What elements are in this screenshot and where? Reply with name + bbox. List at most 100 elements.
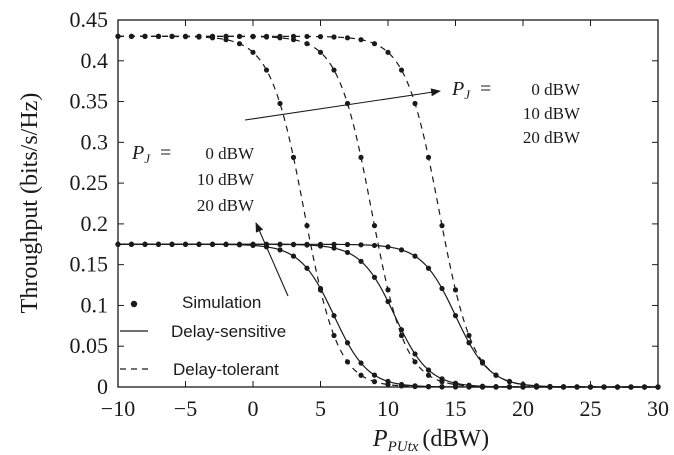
annotation-value-tolerant-2: 20 dBW <box>523 128 581 147</box>
simulation-point <box>358 242 364 248</box>
simulation-point <box>344 241 351 248</box>
simulation-point <box>533 383 540 389</box>
simulation-point <box>371 41 378 47</box>
annotation-symbol-tolerant: PJ = <box>451 78 491 102</box>
simulation-point <box>425 265 432 271</box>
y-tick-label: 0.15 <box>70 252 109 277</box>
simulation-point <box>385 298 391 305</box>
y-tick-label: 0 <box>97 374 108 399</box>
simulation-point <box>128 241 135 247</box>
simulation-point <box>236 41 243 47</box>
simulation-point <box>250 49 256 55</box>
simulation-point <box>344 340 351 346</box>
simulation-point <box>236 33 243 39</box>
simulation-point <box>398 327 405 333</box>
legend-label-delay-sensitive: Delay-sensitive <box>171 322 286 341</box>
simulation-point <box>142 241 148 247</box>
simulation-point <box>439 285 445 292</box>
y-axis-title: Throughput (bits/s/Hz) <box>17 93 43 314</box>
simulation-point <box>398 332 405 339</box>
simulation-point <box>398 247 405 253</box>
y-tick-label: 0.3 <box>81 129 109 154</box>
y-tick-label: 0.05 <box>70 333 109 358</box>
x-axis-symbol: P <box>372 426 388 452</box>
x-axis-ticks: −10 −5 0 5 10 15 20 25 30 <box>101 20 669 421</box>
simulation-point <box>223 241 229 247</box>
x-axis-title: PPUtx (dBW) <box>372 426 489 455</box>
simulation-point <box>493 372 499 378</box>
simulation-point <box>412 253 418 259</box>
x-axis-subscript: PUtx <box>387 439 419 455</box>
simulation-point <box>385 244 391 250</box>
simulation-point <box>304 265 310 271</box>
annotation-pj-delay-sensitive: PJ = 0 dBW 10 dBW 20 dBW <box>131 142 289 297</box>
simulation-point <box>155 241 162 247</box>
simulation-point <box>304 223 310 229</box>
simulation-point <box>466 340 472 346</box>
x-tick-label: 10 <box>377 396 399 421</box>
simulation-point <box>358 372 364 378</box>
simulation-point <box>439 223 445 229</box>
annotation-value-tolerant-1: 10 dBW <box>523 104 581 123</box>
simulation-point <box>277 247 283 253</box>
simulation-point <box>169 241 175 247</box>
simulation-point <box>236 241 243 247</box>
annotation-pj-delay-tolerant: PJ = 0 dBW 10 dBW 20 dBW <box>244 78 581 147</box>
simulation-point <box>331 241 337 247</box>
simulation-point <box>371 223 378 229</box>
simulation-point <box>196 241 202 247</box>
simulation-point <box>250 33 256 39</box>
x-tick-label: 30 <box>647 396 669 421</box>
simulation-point <box>425 154 432 160</box>
simulation-point <box>277 241 283 247</box>
simulation-point <box>263 33 270 39</box>
simulation-point <box>412 100 418 107</box>
simulation-point <box>452 313 459 319</box>
y-axis-ticks: 0 0.05 0.1 0.15 0.2 0.25 0.3 0.35 0.4 0.45 <box>70 7 658 399</box>
simulation-point <box>196 33 202 39</box>
simulation-point <box>358 154 364 160</box>
simulation-point <box>425 367 432 373</box>
y-tick-label: 0.25 <box>70 170 109 195</box>
y-tick-label: 0.1 <box>81 292 109 317</box>
simulation-point <box>371 274 378 280</box>
legend-label-simulation: Simulation <box>182 293 261 312</box>
simulation-point <box>290 154 297 160</box>
simulation-point <box>371 242 378 249</box>
simulation-point <box>331 245 337 251</box>
annotation-value-sensitive-2: 20 dBW <box>197 196 255 215</box>
legend-label-delay-tolerant: Delay-tolerant <box>173 360 279 379</box>
simulation-point <box>128 33 135 39</box>
simulation-point <box>250 241 256 247</box>
simulation-point <box>331 67 337 73</box>
simulation-point <box>317 34 324 40</box>
simulation-point <box>358 37 364 43</box>
simulation-point <box>155 33 162 39</box>
simulation-point <box>182 33 189 39</box>
simulation-point <box>142 33 148 39</box>
simulation-point <box>371 379 378 385</box>
simulation-point <box>223 33 229 39</box>
simulation-point <box>452 287 459 293</box>
simulation-point <box>466 383 472 389</box>
annotation-arrow-tolerant <box>244 88 441 121</box>
simulation-point <box>385 49 391 55</box>
simulation-point <box>358 360 364 366</box>
simulation-point <box>277 33 283 39</box>
simulation-point <box>331 313 337 319</box>
x-tick-label: 15 <box>445 396 467 421</box>
simulation-point <box>304 241 310 247</box>
x-axis-unit: (dBW) <box>422 426 489 452</box>
simulation-point <box>398 383 405 389</box>
simulation-point <box>425 372 432 378</box>
annotation-value-sensitive-1: 10 dBW <box>197 170 255 189</box>
simulation-point <box>358 258 364 264</box>
simulation-point <box>412 359 418 365</box>
simulation-point <box>398 67 405 73</box>
simulation-point <box>331 34 337 40</box>
legend-marker-simulation <box>130 300 138 308</box>
simulation-point <box>290 33 297 39</box>
simulation-point <box>209 241 216 247</box>
simulation-point <box>304 33 310 40</box>
